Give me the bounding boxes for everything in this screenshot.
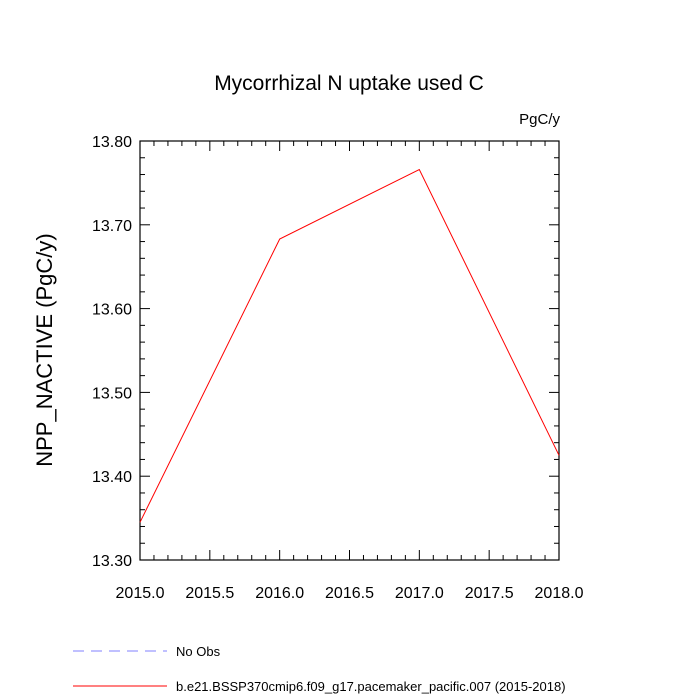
x-tick-label: 2016.0 <box>255 585 304 602</box>
x-tick-label: 2018.0 <box>535 585 584 602</box>
axis-ticks: 2015.0 2015.5 2016.0 2016.5 2017.0 2017.5 2018… <box>92 134 584 602</box>
y-axis-label: NPP_NACTIVE (PgC/y) <box>32 233 57 467</box>
x-tick-label: 2015.0 <box>116 585 165 602</box>
legend-label: b.e21.BSSP370cmip6.f09_g17.pacemaker_pac… <box>176 679 566 694</box>
x-tick-label: 2017.5 <box>465 585 514 602</box>
y-tick-label: 13.60 <box>92 302 132 319</box>
y-tick-label: 13.70 <box>92 218 132 235</box>
series-line <box>139 168 560 523</box>
x-tick-label: 2016.5 <box>325 585 374 602</box>
legend-label: No Obs <box>176 644 221 659</box>
x-tick-label: 2017.0 <box>395 585 444 602</box>
series-layer <box>139 168 560 523</box>
y-tick-label: 13.50 <box>92 385 132 402</box>
legend: No Obs b.e21.BSSP370cmip6.f09_g17.pacemak… <box>73 644 566 694</box>
y-tick-label: 13.30 <box>92 553 132 570</box>
units-label: PgC/y <box>519 111 560 128</box>
y-tick-label: 13.40 <box>92 469 132 486</box>
x-tick-label: 2015.5 <box>185 585 234 602</box>
y-tick-label: 13.80 <box>92 134 132 151</box>
chart-title: Mycorrhizal N uptake used C <box>214 72 484 95</box>
